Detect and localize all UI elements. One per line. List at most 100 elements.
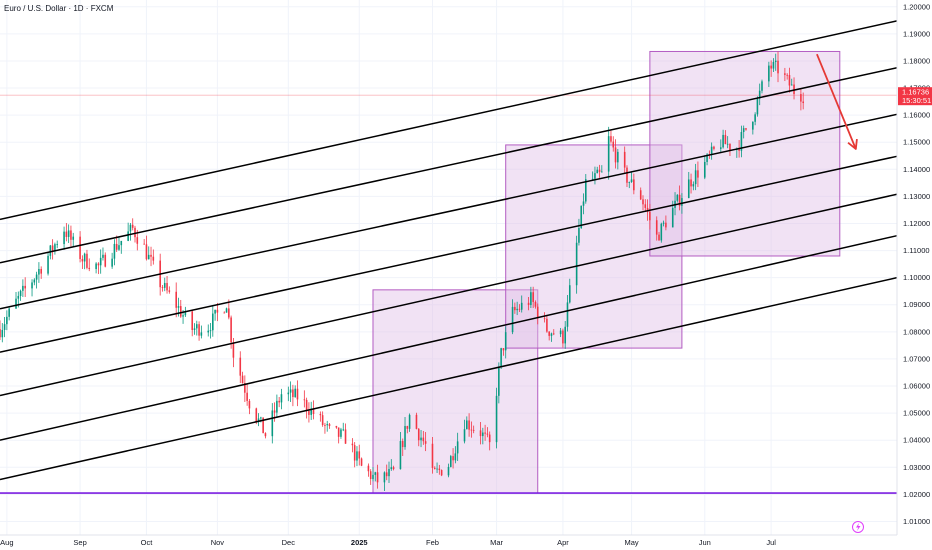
candle-body <box>527 302 530 306</box>
channel-line <box>0 20 898 221</box>
candle-body <box>630 179 633 183</box>
y-tick-label: 1.04000 <box>903 436 930 445</box>
channel-line <box>0 234 898 441</box>
candle-body <box>649 211 651 221</box>
candle-body <box>273 410 276 413</box>
candle-body <box>644 204 647 208</box>
candle-body <box>228 308 230 318</box>
candle-body <box>200 332 203 336</box>
candle-body <box>244 383 246 393</box>
candle-body <box>729 143 731 151</box>
channel-lines <box>0 20 898 481</box>
candle-body <box>466 420 468 430</box>
candle-body <box>582 201 585 206</box>
candle-body <box>152 256 155 261</box>
lightning-icon[interactable] <box>852 521 864 533</box>
candle-body <box>163 282 166 288</box>
candle-body <box>486 433 489 435</box>
candle-body <box>168 290 171 292</box>
candle-body <box>774 60 777 62</box>
y-tick-label: 1.02000 <box>903 490 930 499</box>
candle-body <box>340 429 342 437</box>
candle-body <box>321 415 324 426</box>
candle-body <box>662 222 665 224</box>
candle-body <box>678 194 681 206</box>
y-tick-label: 1.07000 <box>903 354 930 363</box>
y-tick-label: 1.08000 <box>903 327 930 336</box>
candle-body <box>514 306 516 311</box>
candle-body <box>404 426 406 448</box>
candle-body <box>145 244 148 260</box>
candle-body <box>207 330 210 333</box>
candle-body <box>239 357 242 376</box>
candle-body <box>67 230 70 237</box>
candle-body <box>406 426 409 429</box>
candle-body <box>536 306 539 319</box>
candle-body <box>479 430 482 437</box>
candle-body <box>324 425 326 426</box>
candle-body <box>353 445 356 461</box>
x-tick-label: May <box>624 538 638 547</box>
candle-body <box>420 437 422 441</box>
x-tick-label: Jul <box>766 538 776 547</box>
candle-body <box>720 147 722 149</box>
candle-body <box>740 132 743 151</box>
candle-body <box>502 348 505 351</box>
candle-body <box>401 441 404 448</box>
candle-body <box>225 308 228 313</box>
candle-body <box>166 282 168 291</box>
candle-body <box>594 173 596 179</box>
countdown-timer: 15:30:51 <box>902 96 931 105</box>
candle-body <box>209 330 212 332</box>
y-tick-label: 1.19000 <box>903 29 930 38</box>
candle-body <box>383 472 386 483</box>
candle-body <box>470 429 473 431</box>
candle-body <box>532 292 534 302</box>
x-tick-label: Feb <box>426 538 439 547</box>
candle-body <box>484 432 486 434</box>
arrow-shaft <box>816 53 857 150</box>
x-tick-label: Aug <box>0 538 13 547</box>
candle-body <box>706 154 708 162</box>
candle-body <box>646 207 649 212</box>
candle-body <box>626 167 628 183</box>
candle-body <box>147 254 150 260</box>
candle-body <box>546 318 548 332</box>
candle-body <box>639 190 642 200</box>
x-tick-label: Sep <box>73 538 86 547</box>
candle-body <box>342 429 345 431</box>
candle-body <box>134 227 136 238</box>
last-price-badge-bg <box>898 87 932 106</box>
candle-body <box>738 148 740 151</box>
candle-body <box>687 179 690 199</box>
candle-body <box>278 400 280 403</box>
candle-body <box>40 268 42 274</box>
candle-body <box>676 194 679 201</box>
channel-line <box>0 276 898 481</box>
candle-body <box>724 134 727 145</box>
candle-body <box>495 395 498 443</box>
channel-line <box>0 66 898 264</box>
candle-body <box>584 179 587 202</box>
candle-body <box>328 424 331 426</box>
candle-body <box>255 408 258 422</box>
candle-body <box>97 263 100 266</box>
candle-body <box>161 287 164 288</box>
candle-body <box>358 451 361 459</box>
candle-body <box>692 184 695 187</box>
candle-body <box>129 224 132 232</box>
candle-body <box>294 388 296 398</box>
candle-body <box>15 298 17 309</box>
candle-body <box>726 143 729 145</box>
candle-body <box>326 424 329 426</box>
candle-body <box>113 243 116 259</box>
candle-body <box>182 315 184 317</box>
candle-body <box>310 408 313 415</box>
candle-body <box>449 456 452 467</box>
candle-body <box>575 242 578 286</box>
candle-body <box>56 244 59 245</box>
y-tick-label: 1.16000 <box>903 111 930 120</box>
candle-body <box>83 253 86 262</box>
candle-body <box>248 400 251 409</box>
